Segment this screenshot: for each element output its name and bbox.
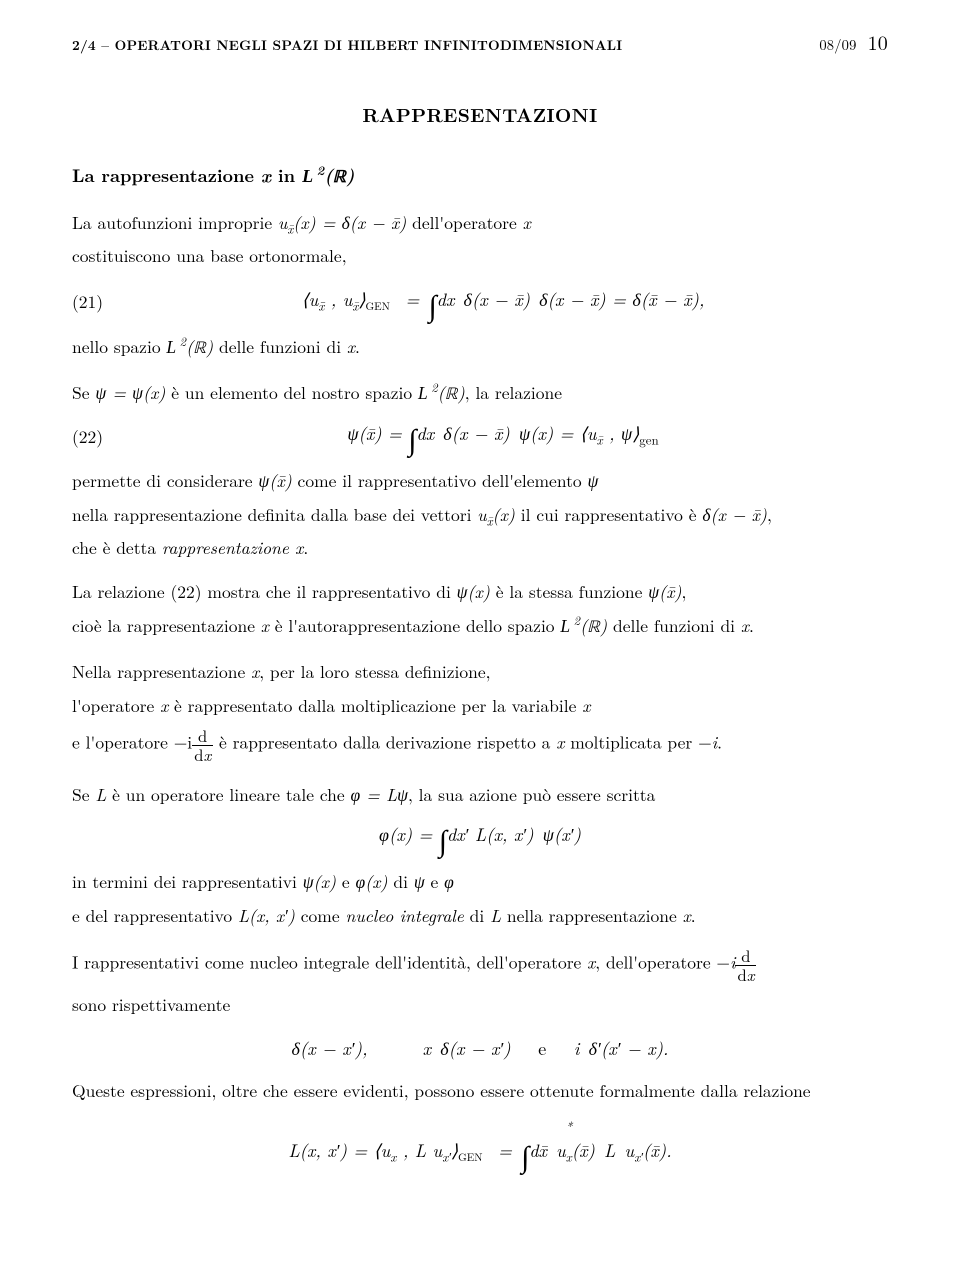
line: e del rappresentativo L(x, x′) come nucl… bbox=[72, 904, 888, 928]
header-right: 08/09 10 bbox=[819, 28, 888, 56]
equation-21: (21) ⟨ux̄̄ , ux̄⟩GEN = ∫dx δ(x − x̄̄) δ(… bbox=[72, 288, 888, 317]
line: Nella rappresentazione x, per la loro st… bbox=[72, 660, 888, 684]
line: in termini dei rappresentativi ψ(x) e φ(… bbox=[72, 870, 888, 894]
line: cioè la rappresentazione x è l'autorappr… bbox=[72, 614, 888, 641]
line: nello spazio L 2(ℝ) delle funzioni di x. bbox=[72, 335, 888, 362]
line: I rappresentativi come nucleo integrale … bbox=[72, 947, 888, 983]
subtitle-in: in bbox=[271, 163, 302, 188]
text: La autofunzioni improprie bbox=[72, 210, 278, 235]
eq-body: ψ(x̄) = ∫dx δ(x − x̄) ψ(x) = ⟨ux̄ , ψ⟩ge… bbox=[118, 422, 888, 451]
subtitle-pre: La rappresentazione bbox=[72, 163, 261, 188]
eq-body: ⟨ux̄̄ , ux̄⟩GEN = ∫dx δ(x − x̄̄) δ(x − x… bbox=[118, 288, 888, 317]
section-title: RAPPRESENTAZIONI bbox=[72, 102, 888, 128]
page-number: 10 bbox=[868, 27, 888, 56]
line: Se ψ = ψ(x) è un elemento del nostro spa… bbox=[72, 381, 888, 408]
frac-den: dx bbox=[735, 965, 756, 983]
text: e l'operatore −i bbox=[72, 730, 192, 755]
para-relazione22: La relazione (22) mostra che il rapprese… bbox=[72, 580, 888, 640]
equation-phi: φ(x) = ∫dx′ L(x, x′) ψ(x′) bbox=[72, 823, 888, 852]
line: La relazione (22) mostra che il rapprese… bbox=[72, 580, 888, 604]
line: Se L è un operatore lineare tale che φ =… bbox=[72, 783, 888, 807]
frac-den: dx bbox=[192, 745, 213, 763]
text: e del rappresentativo L(x, x′) come bbox=[72, 903, 345, 928]
para-autofunzioni: La autofunzioni improprie ux̄(x) = δ(x −… bbox=[72, 211, 888, 268]
math: ux̄(x) = δ(x − x̄) bbox=[278, 210, 406, 235]
equation-kernels: δ(x − x′), x δ(x − x′) e i δ′(x′ − x). bbox=[72, 1037, 888, 1061]
line: costituiscono una base ortonormale, bbox=[72, 244, 888, 268]
line: nella rappresentazione definita dalla ba… bbox=[72, 503, 888, 527]
text: . bbox=[303, 535, 308, 560]
line: sono rispettivamente bbox=[72, 993, 888, 1017]
header-date: 08/09 bbox=[819, 35, 856, 55]
text: di L nella rappresentazione x. bbox=[464, 903, 696, 928]
line: che è detta rappresentazione x. bbox=[72, 536, 888, 560]
line: e l'operatore −iddx è rappresentato dall… bbox=[72, 727, 888, 763]
eq-number: (21) bbox=[72, 290, 118, 314]
emph: nucleo integrale bbox=[345, 903, 463, 928]
subtitle-space: L 2(ℝ) bbox=[302, 161, 354, 188]
subsection-title: La rappresentazione x in L 2(ℝ) bbox=[72, 163, 888, 190]
running-header: 2/4 – OPERATORI NEGLI SPAZI DI HILBERT I… bbox=[72, 28, 888, 56]
emph: rappresentazione x bbox=[162, 535, 303, 560]
eq-number: (22) bbox=[72, 425, 118, 449]
equation-final: L(x, x′) = ⟨ux , L ux′⟩GEN = ∫dx̄ u*x(x̄… bbox=[72, 1139, 888, 1168]
line: l'operatore x è rappresentato dalla molt… bbox=[72, 694, 888, 718]
header-left: 2/4 – OPERATORI NEGLI SPAZI DI HILBERT I… bbox=[72, 36, 622, 54]
subtitle-var: x bbox=[261, 161, 271, 188]
frac-d-dx-2: ddx bbox=[735, 947, 756, 983]
text: è rappresentato dalla derivazione rispet… bbox=[219, 730, 722, 755]
para-nella-repr: Nella rappresentazione x, per la loro st… bbox=[72, 660, 888, 763]
para-rappresentativi: I rappresentativi come nucleo integrale … bbox=[72, 947, 888, 1017]
page: 2/4 – OPERATORI NEGLI SPAZI DI HILBERT I… bbox=[0, 0, 960, 1262]
para-permette: permette di considerare ψ(x̄) come il ra… bbox=[72, 469, 888, 560]
frac-d-dx: ddx bbox=[192, 727, 213, 763]
equation-22: (22) ψ(x̄) = ∫dx δ(x − x̄) ψ(x) = ⟨ux̄ ,… bbox=[72, 422, 888, 451]
para-termini: in termini dei rappresentativi ψ(x) e φ(… bbox=[72, 870, 888, 927]
text: che è detta bbox=[72, 535, 162, 560]
line: La autofunzioni improprie ux̄(x) = δ(x −… bbox=[72, 211, 888, 235]
line: permette di considerare ψ(x̄) come il ra… bbox=[72, 469, 888, 493]
line: Queste espressioni, oltre che essere evi… bbox=[72, 1079, 888, 1103]
